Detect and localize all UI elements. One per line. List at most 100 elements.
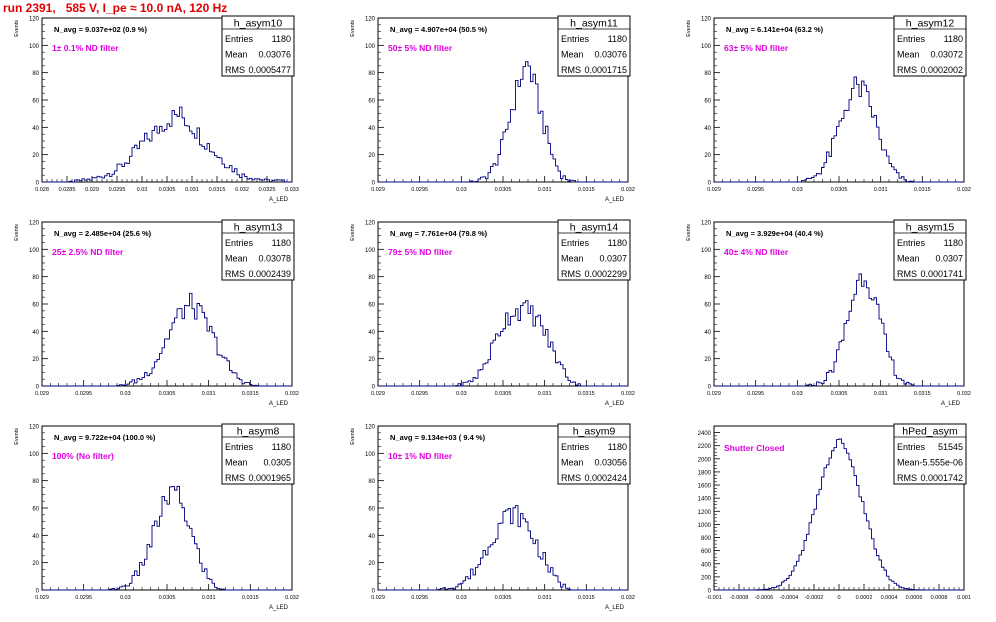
stats-label: Entries bbox=[897, 442, 926, 452]
x-tick-label: 0.031 bbox=[538, 391, 552, 397]
navg-label: N_avg = 2.485e+04 (25.6 %) bbox=[54, 229, 152, 238]
stats-title: h_asym13 bbox=[234, 222, 283, 234]
x-axis-title: A_LED bbox=[941, 401, 961, 407]
filter-annotation: 1± 0.1% ND filter bbox=[52, 43, 119, 53]
y-tick-label: 100 bbox=[365, 248, 376, 254]
stats-value: 1180 bbox=[944, 34, 963, 44]
y-tick-label: 120 bbox=[365, 425, 376, 431]
x-tick-label: 0.0295 bbox=[75, 595, 92, 601]
stats-label: Mean bbox=[561, 458, 584, 468]
stats-value: 1180 bbox=[608, 34, 627, 44]
x-tick-label: 0.0305 bbox=[159, 391, 176, 397]
x-tick-label: -0.0006 bbox=[755, 595, 774, 601]
y-tick-label: 20 bbox=[32, 561, 39, 567]
y-tick-label: 60 bbox=[32, 99, 39, 105]
stats-title: hPed_asym bbox=[902, 426, 958, 438]
stats-label: RMS bbox=[561, 65, 581, 75]
x-tick-label: 0.031 bbox=[202, 391, 216, 397]
y-tick-label: 2200 bbox=[698, 444, 712, 450]
y-axis-title: Events bbox=[14, 428, 20, 445]
y-tick-label: 1400 bbox=[698, 497, 712, 503]
x-tick-label: 0.0315 bbox=[209, 187, 226, 193]
y-axis-title: Events bbox=[14, 20, 20, 37]
stats-title: h_asym15 bbox=[906, 222, 955, 234]
y-tick-label: 20 bbox=[704, 357, 711, 363]
y-tick-label: 0 bbox=[372, 589, 376, 595]
stats-value: -5.555e-06 bbox=[919, 458, 963, 468]
stats-label: Mean bbox=[897, 254, 920, 264]
stats-label: Mean bbox=[897, 458, 920, 468]
stats-box bbox=[893, 15, 967, 77]
stats-value: 0.03076 bbox=[258, 50, 291, 60]
y-tick-label: 1000 bbox=[698, 523, 712, 529]
stats-box bbox=[221, 423, 295, 485]
y-tick-label: 40 bbox=[704, 126, 711, 132]
x-tick-label: 0.0305 bbox=[831, 391, 848, 397]
y-tick-label: 60 bbox=[32, 303, 39, 309]
x-tick-label: 0.0325 bbox=[259, 187, 276, 193]
x-tick-label: 0.0285 bbox=[59, 187, 76, 193]
y-tick-label: 60 bbox=[704, 303, 711, 309]
y-tick-label: 60 bbox=[368, 507, 375, 513]
stats-label: Entries bbox=[225, 34, 254, 44]
stats-box bbox=[893, 423, 967, 485]
stats-title: h_asym14 bbox=[570, 222, 619, 234]
x-tick-label: 0.0315 bbox=[914, 391, 931, 397]
x-axis-title: A_LED bbox=[269, 401, 289, 407]
y-tick-label: 100 bbox=[701, 248, 712, 254]
stats-value: 0.0305 bbox=[263, 458, 291, 468]
x-tick-label: 0.0004 bbox=[881, 595, 898, 601]
panel-h_asym13: 0 20 40 60 80 100 120 0.029 0.0295 0.03 0.0305 0.03… bbox=[14, 219, 299, 407]
x-tick-label: 0.0295 bbox=[747, 187, 764, 193]
stats-label: Entries bbox=[561, 442, 590, 452]
y-tick-label: 400 bbox=[701, 562, 712, 568]
x-tick-label: 0.0315 bbox=[242, 391, 259, 397]
stats-label: Entries bbox=[561, 34, 590, 44]
stats-title: h_asym12 bbox=[906, 18, 955, 30]
stats-value: 1180 bbox=[272, 442, 291, 452]
y-tick-label: 60 bbox=[368, 303, 375, 309]
x-tick-label: 0.028 bbox=[35, 187, 49, 193]
filter-annotation: Shutter Closed bbox=[724, 443, 784, 453]
stats-label: Entries bbox=[897, 34, 926, 44]
y-tick-label: 0 bbox=[36, 589, 40, 595]
stats-box bbox=[893, 219, 967, 281]
x-tick-label: 0.032 bbox=[621, 595, 635, 601]
y-tick-label: 120 bbox=[701, 17, 712, 23]
x-tick-label: 0.03 bbox=[792, 391, 803, 397]
y-tick-label: 20 bbox=[368, 357, 375, 363]
x-axis-title: A_LED bbox=[269, 605, 289, 611]
navg-label: N_avg = 9.037e+02 (0.9 %) bbox=[54, 25, 147, 34]
x-tick-label: 0.03 bbox=[137, 187, 148, 193]
stats-value: 0.0001715 bbox=[584, 65, 627, 75]
y-axis-title: Events bbox=[350, 20, 356, 37]
y-tick-label: 0 bbox=[372, 385, 376, 391]
filter-annotation: 79± 5% ND filter bbox=[388, 247, 453, 257]
x-tick-label: 0.0002 bbox=[856, 595, 873, 601]
stats-value: 0.0002439 bbox=[248, 269, 291, 279]
stats-label: Entries bbox=[897, 238, 926, 248]
run-title: run 2391, 585 V, I_pe ≈ 10.0 nA, 120 Hz bbox=[3, 1, 228, 15]
panel-h_asym8: 0 20 40 60 80 100 120 0.029 0.0295 0.03 0.0305 0.03… bbox=[14, 423, 299, 611]
stats-box bbox=[557, 15, 631, 77]
stats-value: 51545 bbox=[938, 442, 963, 452]
x-tick-label: 0.031 bbox=[538, 187, 552, 193]
y-tick-label: 20 bbox=[368, 153, 375, 159]
stats-value: 0.0005477 bbox=[248, 65, 291, 75]
x-tick-label: 0.0305 bbox=[831, 187, 848, 193]
stats-label: RMS bbox=[897, 473, 917, 483]
y-tick-label: 20 bbox=[368, 561, 375, 567]
y-tick-label: 0 bbox=[708, 385, 712, 391]
stats-value: 0.0307 bbox=[935, 254, 963, 264]
x-tick-label: 0.0295 bbox=[411, 595, 428, 601]
stats-value: 0.0002424 bbox=[584, 473, 627, 483]
panel-h_asym10: 0 20 40 60 80 100 120 0.028 0.0285 0.029 0.0295 0.0… bbox=[14, 15, 299, 203]
histogram-line bbox=[714, 438, 964, 591]
stats-value: 0.03078 bbox=[258, 254, 291, 264]
y-tick-label: 80 bbox=[704, 71, 711, 77]
y-tick-label: 80 bbox=[368, 71, 375, 77]
y-tick-label: 100 bbox=[365, 452, 376, 458]
y-tick-label: 80 bbox=[704, 275, 711, 281]
stats-value: 0.0002299 bbox=[584, 269, 627, 279]
